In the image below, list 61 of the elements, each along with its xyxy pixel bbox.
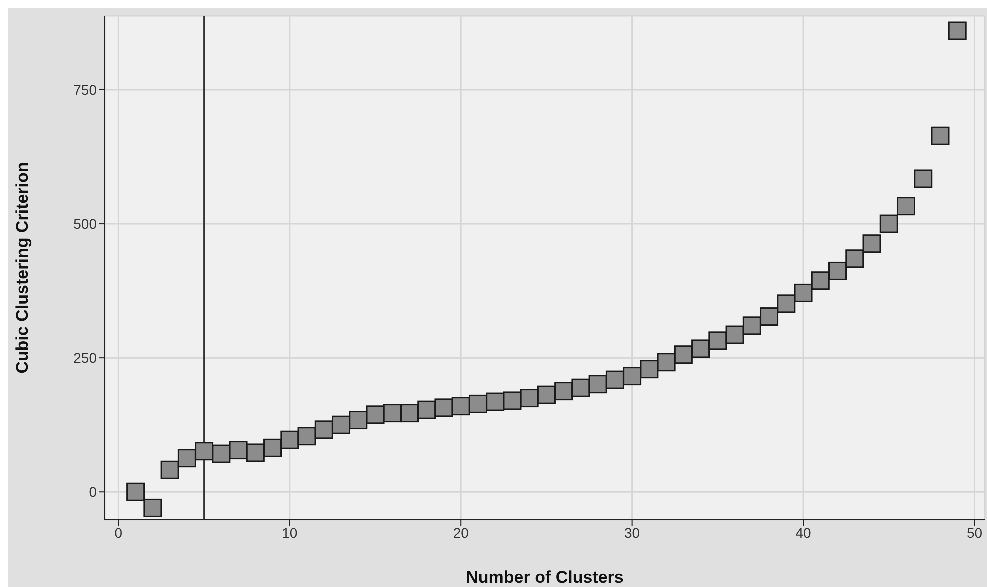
point — [520, 389, 539, 408]
point — [195, 442, 214, 461]
point — [657, 353, 676, 372]
point — [811, 272, 830, 290]
point — [760, 308, 779, 326]
y-tick-label: 250 — [74, 350, 98, 366]
point — [606, 370, 624, 390]
point — [742, 316, 762, 336]
point — [144, 498, 162, 518]
point — [914, 170, 933, 188]
point — [400, 404, 419, 423]
point — [828, 262, 848, 280]
point — [931, 126, 950, 146]
point — [948, 22, 967, 40]
point — [572, 378, 590, 398]
point — [178, 449, 196, 468]
point — [708, 332, 728, 350]
point — [229, 441, 248, 460]
point — [298, 427, 316, 446]
point — [434, 398, 454, 418]
point — [452, 397, 470, 416]
point — [468, 394, 488, 414]
y-tick-label: 750 — [74, 82, 98, 98]
point — [674, 346, 693, 364]
y-axis-title: Cubic Clustering Criterion — [13, 162, 32, 374]
point — [503, 392, 522, 410]
point — [418, 400, 436, 420]
point — [332, 416, 351, 434]
point — [212, 444, 231, 464]
point — [314, 420, 334, 440]
x-tick-label: 10 — [282, 524, 298, 541]
point — [862, 234, 882, 254]
x-tick-label: 40 — [796, 524, 812, 541]
point — [846, 250, 864, 268]
point — [160, 460, 180, 480]
y-tick-label: 0 — [89, 484, 98, 500]
point — [349, 411, 368, 430]
x-tick-label: 30 — [624, 524, 640, 541]
point — [896, 197, 916, 216]
point — [588, 375, 608, 394]
point — [692, 340, 710, 358]
point — [880, 214, 898, 234]
point — [554, 382, 574, 401]
point — [366, 406, 385, 424]
x-axis-title: Number of Clusters — [466, 568, 624, 587]
point — [246, 444, 265, 462]
x-tick-label: 50 — [966, 524, 983, 541]
point — [280, 430, 300, 450]
point — [640, 360, 659, 379]
point — [383, 404, 402, 423]
point — [777, 294, 796, 314]
point — [794, 284, 813, 302]
point — [126, 482, 146, 502]
x-tick-label: 20 — [453, 524, 470, 541]
point — [623, 367, 642, 386]
y-tick-label: 500 — [74, 216, 98, 232]
x-tick-label: 0 — [114, 524, 123, 541]
point — [537, 386, 556, 404]
point — [486, 392, 505, 412]
point — [726, 326, 744, 344]
point — [264, 438, 282, 458]
